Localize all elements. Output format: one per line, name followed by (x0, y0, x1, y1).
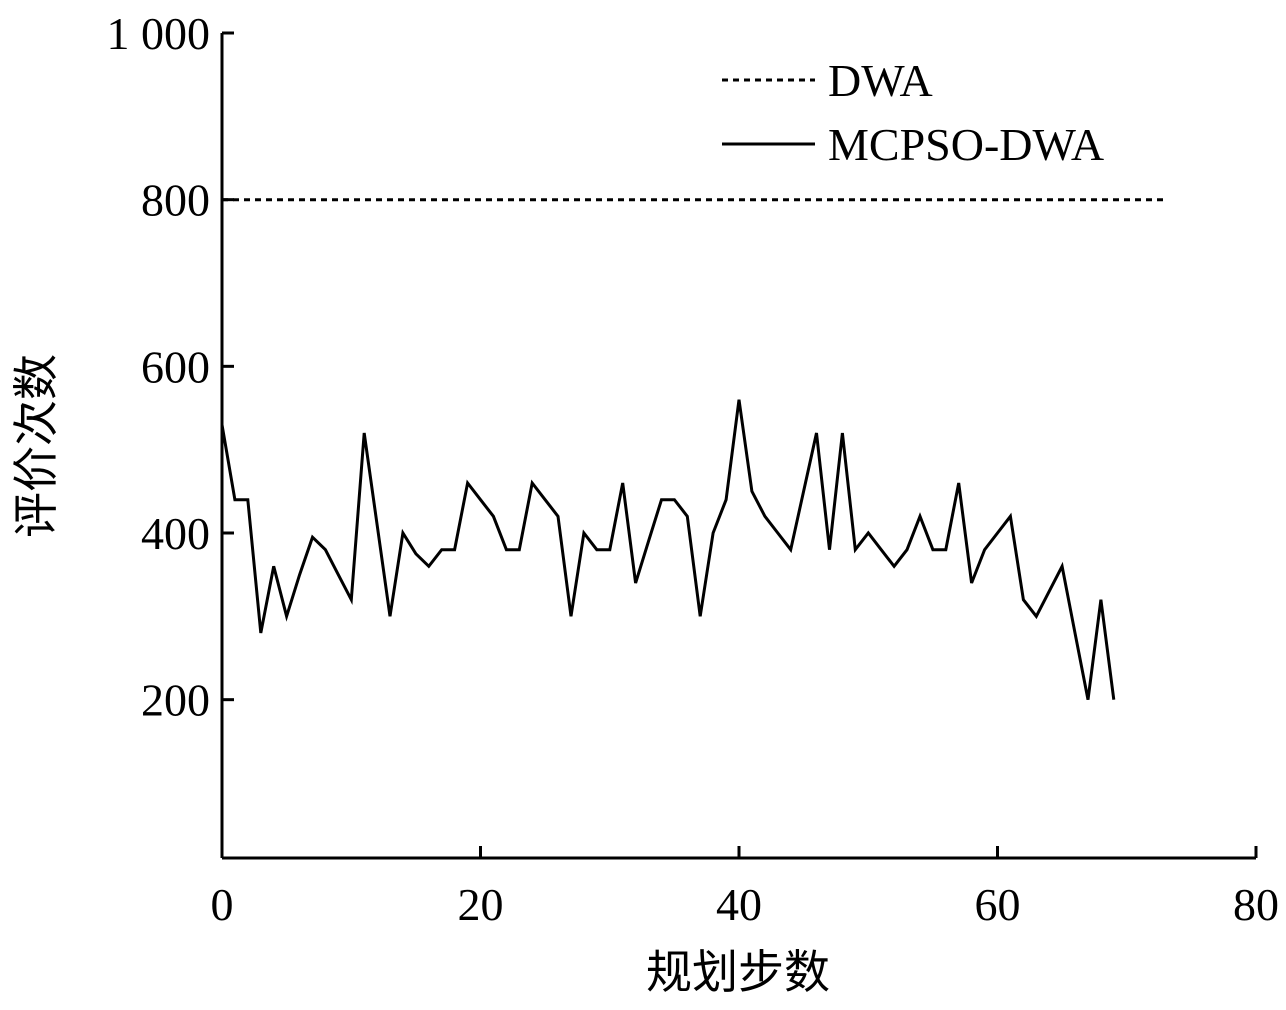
x-tick-label: 60 (975, 879, 1021, 930)
series-line-mcpso-dwa (220, 399, 1116, 700)
x-tick-label: 80 (1233, 879, 1279, 930)
x-tick-label: 40 (716, 879, 762, 930)
legend-label: MCPSO-DWA (828, 119, 1104, 170)
y-tick-label: 200 (141, 675, 210, 726)
y-tick-label: 800 (141, 175, 210, 226)
y-tick-label: 1 000 (107, 8, 211, 59)
x-tick-label: 20 (458, 879, 504, 930)
legend: DWA MCPSO-DWA (722, 55, 1104, 170)
ticks: 200 400 600 800 1 000 0 20 40 60 80 (107, 8, 1280, 930)
y-tick-label: 600 (141, 341, 210, 392)
x-tick-label: 0 (211, 879, 234, 930)
y-axis-title: 评价次数 (9, 354, 63, 538)
plot-area (220, 198, 1166, 700)
y-tick-label: 400 (141, 508, 210, 559)
x-axis-title: 规划步数 (646, 945, 830, 999)
legend-label: DWA (828, 55, 933, 106)
